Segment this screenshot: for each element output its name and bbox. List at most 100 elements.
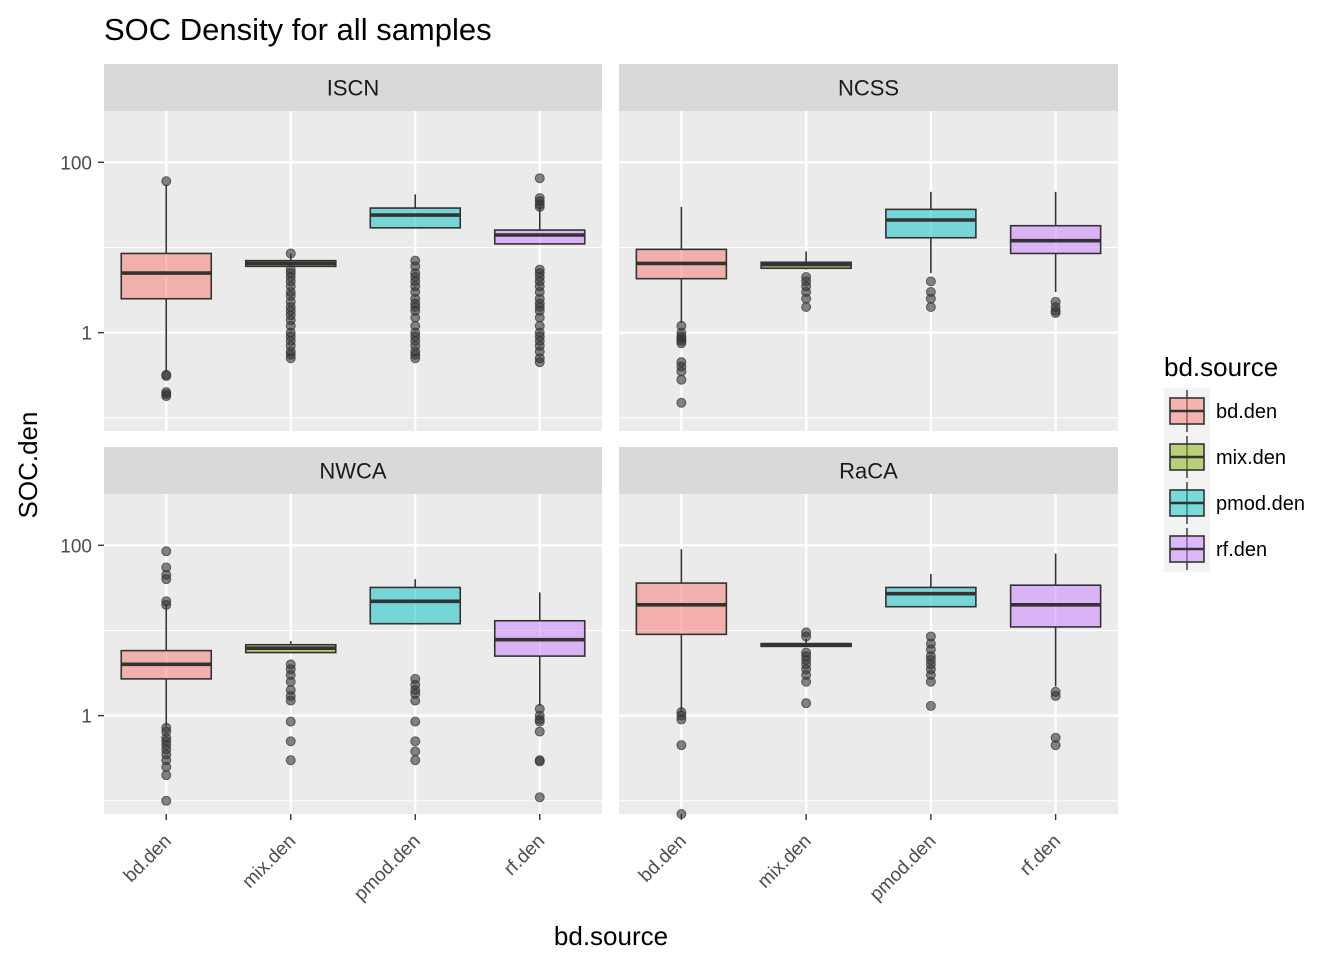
y-tick-label: 1	[81, 707, 92, 728]
outlier-point	[534, 312, 545, 323]
y-axes: 1 100 1 100	[60, 153, 104, 728]
outlier-point	[410, 716, 421, 727]
outlier-point	[676, 714, 687, 725]
outlier-point	[1050, 740, 1061, 751]
legend: bd.source bd.den mix.den pmod.den rf.den	[1164, 352, 1305, 572]
chart-title: SOC Density for all samples	[104, 12, 492, 47]
outlier-point	[285, 755, 296, 766]
outlier-point	[285, 695, 296, 706]
x-tick-label: bd.den	[635, 831, 691, 887]
box-pmod-den	[885, 191, 977, 312]
box-bd-den	[120, 176, 213, 402]
outlier-point	[161, 370, 172, 381]
outlier-point	[410, 695, 421, 706]
outlier-point	[161, 391, 172, 402]
box-pmod-den	[369, 579, 462, 766]
outlier-point	[161, 795, 172, 806]
legend-title: bd.source	[1164, 352, 1278, 382]
outlier-point	[801, 698, 812, 709]
facet-panels: ISCN NCSS NWCA RaCA	[104, 64, 1118, 819]
box-iqr	[120, 252, 213, 300]
outlier-point	[925, 293, 936, 304]
legend-item-bd-den: bd.den	[1164, 388, 1277, 434]
facet-strip-label: NCSS	[838, 76, 899, 101]
outlier-point	[676, 366, 687, 377]
outlier-point	[410, 353, 421, 364]
box-iqr	[369, 207, 462, 229]
legend-item-mix-den: mix.den	[1164, 434, 1286, 480]
x-tick-label: rf.den	[500, 831, 549, 880]
facet-strip-label: NWCA	[319, 459, 387, 484]
legend-item-rf-den: rf.den	[1164, 526, 1267, 572]
box-rf-den	[493, 592, 586, 803]
y-tick-label: 1	[81, 324, 92, 345]
outlier-point	[925, 700, 936, 711]
facet-strip	[619, 447, 1118, 494]
outlier-point	[285, 676, 296, 687]
box-mix-den	[244, 641, 337, 766]
legend-label: rf.den	[1216, 539, 1267, 561]
outlier-point	[285, 353, 296, 364]
outlier-point	[676, 374, 687, 385]
outlier-point	[534, 201, 545, 212]
facet-strip-label: RaCA	[839, 459, 898, 484]
outlier-point	[534, 726, 545, 737]
outlier-point	[534, 716, 545, 727]
outlier-point	[925, 276, 936, 287]
box-iqr	[635, 582, 728, 636]
legend-label: mix.den	[1216, 447, 1286, 469]
y-tick-label: 100	[60, 153, 92, 174]
outlier-point	[410, 755, 421, 766]
box-iqr	[885, 208, 977, 239]
outlier-point	[676, 338, 687, 349]
box-pmod-den	[369, 194, 462, 364]
outlier-point	[534, 756, 545, 767]
y-axis-title: SOC.den	[13, 412, 43, 519]
box-iqr	[885, 586, 977, 608]
facet-panel-iscn: ISCN	[104, 64, 602, 431]
outlier-point	[161, 546, 172, 557]
outlier-point	[534, 792, 545, 803]
outlier-point	[161, 770, 172, 781]
box-iqr	[369, 586, 462, 625]
y-tick-label: 100	[60, 536, 92, 557]
outlier-point	[410, 736, 421, 747]
facet-strip	[104, 64, 602, 111]
outlier-point	[161, 761, 172, 772]
outlier-point	[676, 740, 687, 751]
facet-strip	[619, 64, 1118, 111]
facet-panel-nwca: NWCA	[104, 447, 602, 814]
box-rf-den	[1009, 553, 1102, 751]
facet-panel-ncss: NCSS	[619, 64, 1118, 431]
outlier-point	[534, 357, 545, 368]
box-pmod-den	[885, 574, 977, 711]
outlier-point	[1050, 308, 1061, 319]
outlier-point	[161, 176, 172, 187]
outlier-point	[801, 301, 812, 312]
outlier-point	[410, 746, 421, 757]
box-bd-den	[120, 546, 213, 806]
box-mix-den	[760, 251, 852, 312]
outlier-point	[285, 248, 296, 259]
outlier-point	[801, 293, 812, 304]
outlier-point	[925, 301, 936, 312]
facet-panel-raca: RaCA	[619, 447, 1118, 819]
x-tick-label: pmod.den	[350, 831, 425, 906]
outlier-point	[285, 736, 296, 747]
x-tick-label: mix.den	[238, 831, 300, 893]
x-tick-label: mix.den	[754, 831, 816, 893]
outlier-point	[161, 574, 172, 585]
box-bd-den	[635, 206, 728, 408]
outlier-point	[534, 173, 545, 184]
outlier-point	[801, 676, 812, 687]
legend-label: pmod.den	[1216, 493, 1305, 515]
box-rf-den	[1009, 191, 1102, 319]
facet-strip-label: ISCN	[327, 76, 380, 101]
legend-label: bd.den	[1216, 401, 1277, 423]
box-rf-den	[493, 173, 586, 368]
x-axis: bd.den mix.den pmod.den rf.den bd.den mix.den…	[120, 814, 1065, 905]
box-bd-den	[635, 549, 728, 819]
facet-strip	[104, 447, 602, 494]
x-axis-title: bd.source	[554, 921, 668, 951]
